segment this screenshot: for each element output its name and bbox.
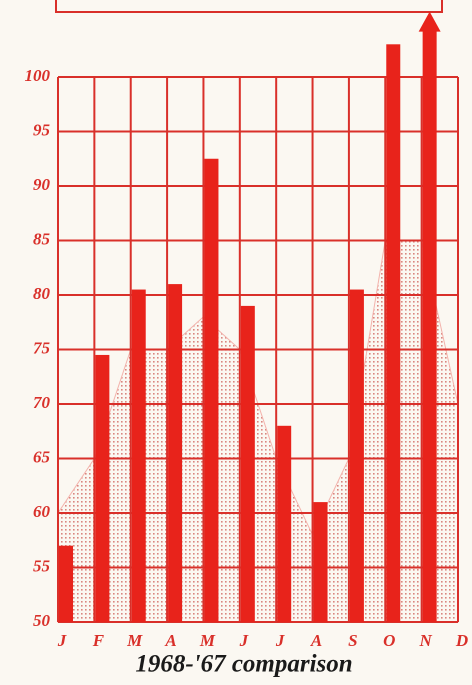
x-tick-label: O — [383, 631, 395, 650]
x-tick-label: S — [348, 631, 357, 650]
bar — [277, 425, 292, 622]
y-tick-label: 80 — [33, 284, 51, 303]
x-tick-label: A — [164, 631, 176, 650]
y-tick-label: 50 — [33, 611, 51, 630]
y-tick-label: 95 — [33, 120, 51, 139]
bar — [59, 545, 73, 622]
y-tick-label: 100 — [25, 66, 51, 85]
y-tick-label: 90 — [33, 175, 51, 194]
x-tick-label: F — [92, 631, 105, 650]
y-tick-label: 75 — [33, 338, 51, 357]
y-tick-label: 65 — [33, 447, 51, 466]
x-tick-label: M — [126, 631, 143, 650]
x-tick-label: J — [57, 631, 67, 650]
x-tick-label: M — [199, 631, 216, 650]
bar — [168, 284, 183, 622]
bar-arrow — [418, 11, 441, 623]
bar — [313, 502, 328, 622]
bar — [349, 289, 364, 622]
grid-layer — [57, 76, 459, 623]
y-tick-label: 70 — [33, 393, 51, 412]
y-tick-label: 55 — [33, 556, 51, 575]
y-tick-label: 60 — [33, 502, 51, 521]
bar — [131, 289, 146, 622]
x-tick-label: N — [418, 631, 432, 650]
chart-title: 1968-'67 comparison — [135, 651, 352, 678]
x-tick-label: J — [239, 631, 249, 650]
x-tick-label: D — [455, 631, 468, 650]
y-tick-label: 85 — [33, 229, 51, 248]
bar-layer — [59, 11, 441, 623]
x-tick-label: J — [275, 631, 285, 650]
bar — [240, 305, 255, 622]
bar — [386, 44, 401, 623]
bar — [95, 354, 110, 622]
bar — [204, 158, 219, 622]
x-tick-label: A — [310, 631, 322, 650]
text-layer: 50 55 60 65 70 75 80 85 90 95 100 J F M A M J J A S O N D — [25, 66, 469, 650]
top-frame — [55, 0, 443, 13]
